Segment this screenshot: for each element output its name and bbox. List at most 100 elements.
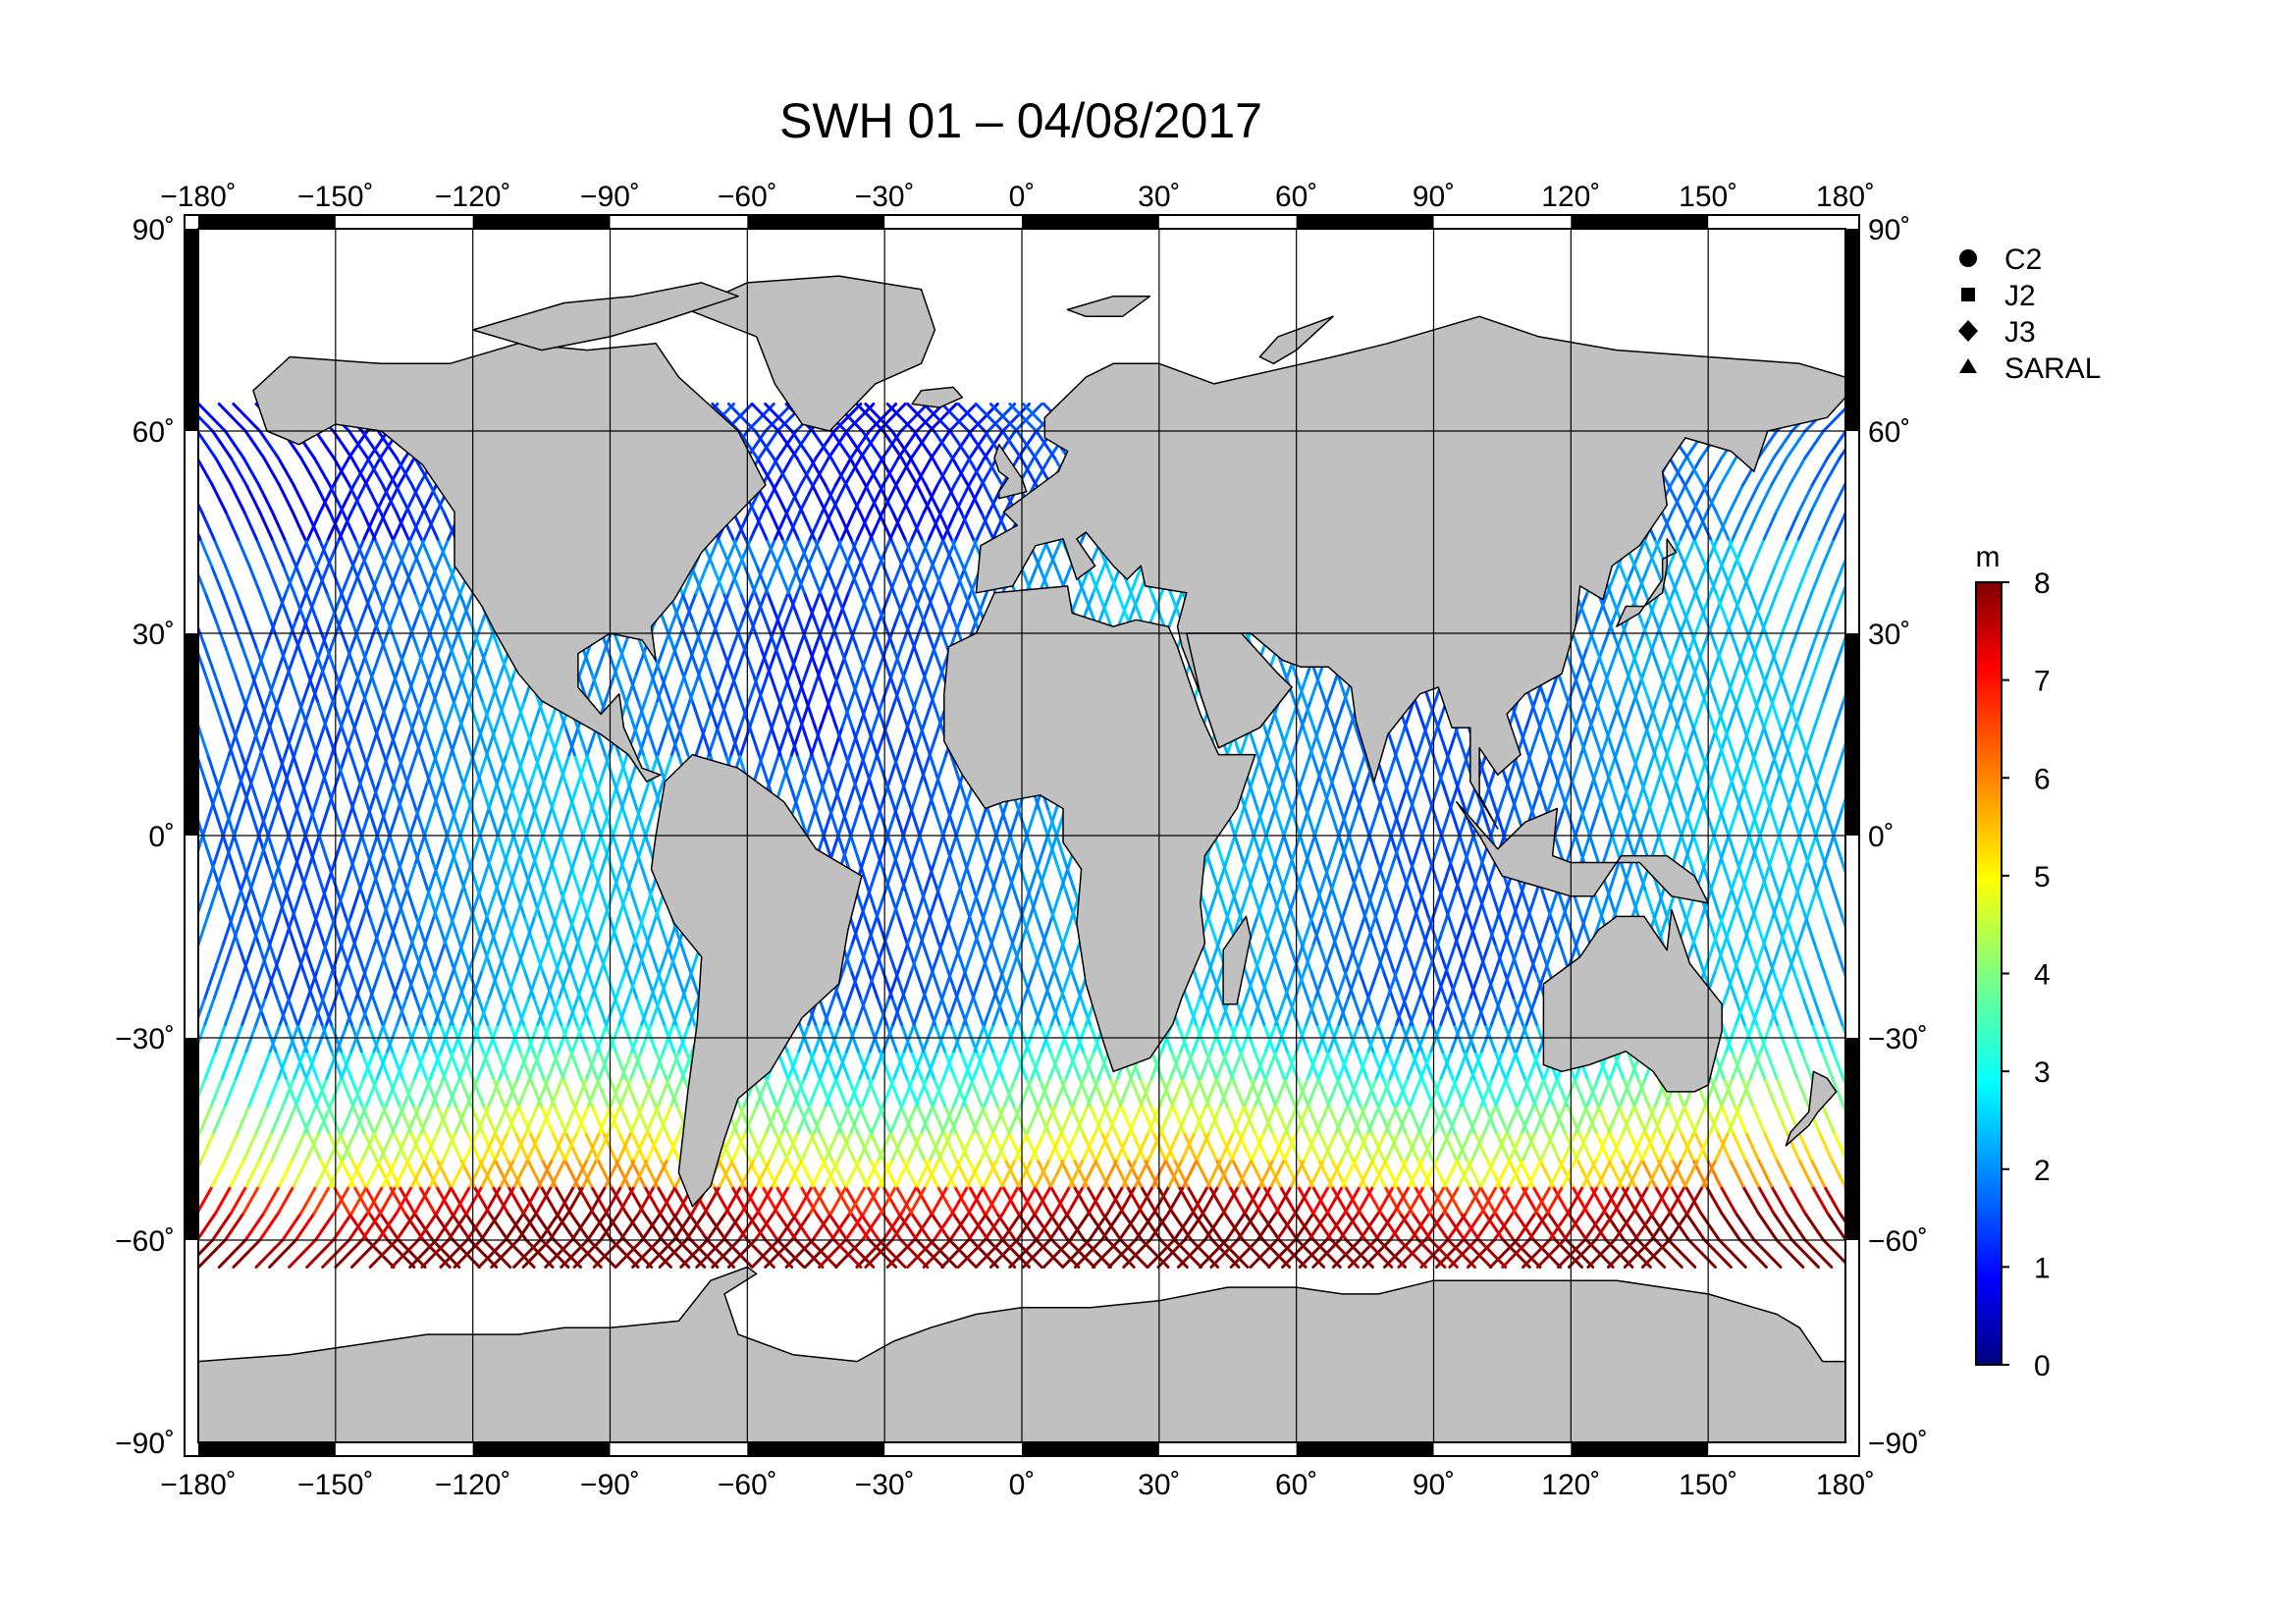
track-segment: [168, 916, 177, 944]
track-segment: [1236, 1212, 1257, 1242]
track-segment: [906, 403, 935, 433]
track-segment: [32, 1240, 59, 1268]
track-segment: [1385, 914, 1398, 946]
track-segment: [836, 1050, 850, 1080]
track-segment: [804, 645, 818, 676]
track-segment: [889, 537, 904, 568]
track-segment: [163, 539, 175, 566]
track-segment: [1049, 1158, 1066, 1188]
track-segment: [1295, 1076, 1309, 1108]
track-segment: [1013, 1050, 1028, 1080]
track-segment: [433, 1050, 447, 1080]
track-segment: [140, 1078, 151, 1106]
track-segment: [340, 537, 355, 568]
track-segment: [843, 457, 862, 487]
track-segment: [345, 996, 358, 1026]
track-segment: [240, 753, 252, 784]
track-segment: [94, 1214, 113, 1241]
track-segment: [334, 1238, 364, 1269]
track-segment: [1061, 1238, 1092, 1269]
track-segment: [304, 1076, 319, 1108]
track-segment: [452, 888, 464, 918]
track-segment: [972, 1050, 986, 1080]
track-segment: [914, 1184, 934, 1215]
track-segment: [1052, 942, 1065, 972]
track-segment: [998, 888, 1011, 918]
track-segment: [1537, 1158, 1555, 1188]
track-segment: [198, 914, 210, 946]
track-segment: [38, 431, 57, 459]
track-segment: [909, 429, 932, 460]
track-segment: [1230, 1130, 1246, 1162]
track-segment: [1264, 834, 1277, 864]
track-segment: [514, 888, 527, 918]
track-segment: [542, 861, 555, 892]
track-segment: [282, 726, 294, 757]
track-segment: [1277, 1212, 1300, 1242]
track-segment: [496, 753, 508, 784]
track-segment: [927, 861, 939, 892]
track-segment: [982, 483, 999, 514]
track-segment: [344, 914, 356, 946]
track-segment: [899, 1104, 914, 1134]
track-segment: [258, 591, 272, 622]
track-segment: [864, 483, 881, 514]
track-segment: [768, 672, 781, 703]
track-segment: [129, 539, 140, 566]
track-segment: [1390, 996, 1404, 1026]
track-segment: [941, 591, 956, 622]
track-segment: [1371, 1158, 1389, 1188]
track-segment: [258, 429, 281, 460]
track-segment: [900, 457, 919, 487]
track-segment: [432, 753, 445, 784]
track-segment: [250, 968, 263, 1000]
track-segment: [1381, 1076, 1396, 1108]
track-segment: [941, 1130, 958, 1162]
track-segment: [277, 672, 290, 703]
track-segment: [1293, 942, 1306, 972]
track-segment: [1243, 1184, 1262, 1215]
track-segment: [340, 726, 352, 757]
track-segment: [755, 1076, 770, 1108]
track-segment: [952, 564, 967, 595]
track-segment: [203, 591, 218, 622]
track-segment: [487, 1212, 509, 1242]
track-segment: [840, 1130, 856, 1162]
track-segment: [719, 1130, 735, 1162]
track-segment: [988, 1158, 1004, 1188]
track-segment: [1355, 888, 1367, 918]
track-segment: [761, 726, 774, 757]
track-segment: [1332, 914, 1345, 946]
track-segment: [738, 591, 753, 622]
track-segment: [1341, 888, 1354, 918]
track-segment: [1477, 1238, 1508, 1269]
track-segment: [1117, 1212, 1140, 1242]
track-segment: [233, 807, 244, 838]
track-segment: [288, 672, 300, 703]
track-segment: [482, 1130, 498, 1162]
track-segment: [921, 942, 934, 972]
track-segment: [1359, 834, 1371, 864]
track-segment: [982, 1158, 999, 1188]
track-segment: [78, 405, 104, 432]
track-segment: [490, 672, 503, 703]
track-segment: [453, 1184, 472, 1215]
track-segment: [1129, 564, 1144, 595]
track-segment: [818, 510, 833, 541]
track-segment: [314, 564, 329, 595]
track-segment: [413, 591, 427, 622]
track-segment: [973, 914, 986, 946]
track-segment: [915, 1158, 933, 1188]
track-segment: [563, 780, 576, 810]
track-segment: [277, 968, 290, 1000]
track-segment: [1115, 1130, 1132, 1162]
track-segment: [231, 888, 243, 918]
track-segment: [117, 1132, 129, 1160]
track-segment: [1230, 1050, 1244, 1080]
track-segment: [1285, 1130, 1301, 1162]
track-segment: [419, 537, 435, 568]
track-segment: [1264, 780, 1277, 810]
track-segment: [1259, 968, 1272, 1000]
track-segment: [1243, 834, 1255, 864]
track-segment: [324, 780, 337, 810]
